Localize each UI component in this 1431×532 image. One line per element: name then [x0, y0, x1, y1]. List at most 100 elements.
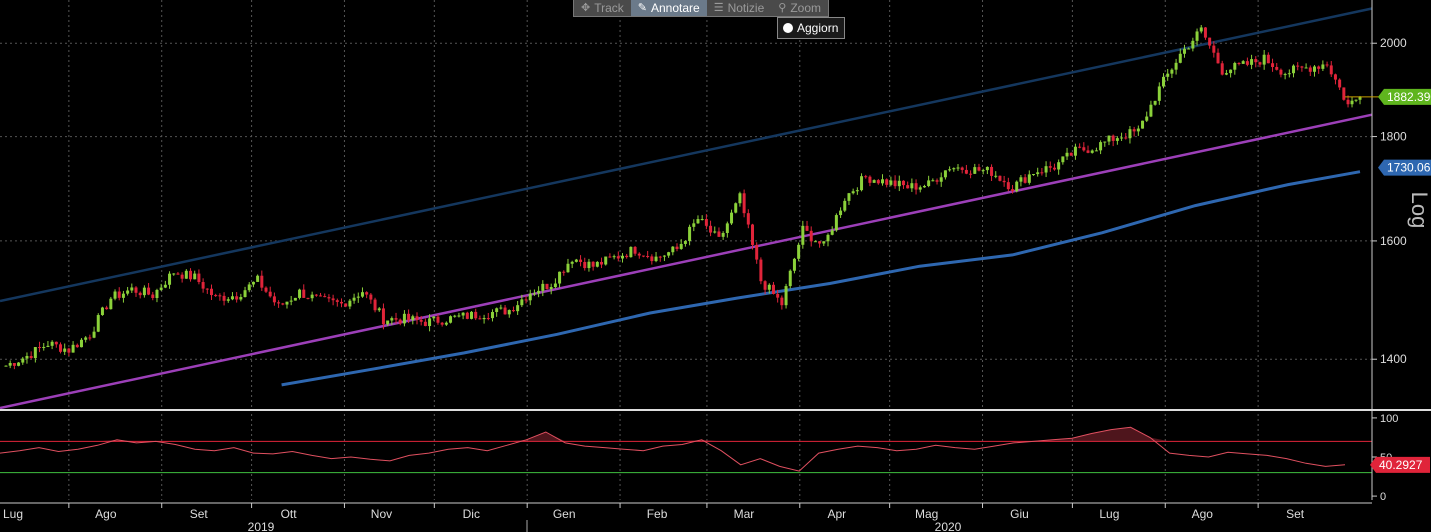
candle-up — [792, 258, 796, 271]
candle-up — [788, 270, 792, 287]
candle-up — [256, 275, 260, 282]
candle-down — [138, 292, 142, 296]
refresh-toggle[interactable]: Aggiorn — [777, 17, 846, 39]
candle-up — [1287, 73, 1291, 75]
candle-down — [1132, 129, 1136, 132]
candle-up — [243, 290, 247, 298]
candle-up — [1065, 152, 1069, 157]
candle-down — [780, 297, 784, 306]
candle-up — [734, 203, 738, 213]
y-tick-label: 1800 — [1380, 130, 1407, 144]
candle-up — [604, 256, 608, 265]
candle-up — [721, 232, 725, 237]
annotate-button[interactable]: ✎ Annotare — [630, 0, 707, 16]
candle-down — [591, 261, 595, 267]
candle-up — [1031, 174, 1035, 176]
candle-up — [193, 273, 197, 280]
candle-up — [1312, 66, 1316, 72]
candle-up — [1145, 116, 1149, 121]
candle-up — [96, 315, 100, 332]
candle-up — [725, 223, 729, 233]
x-month-label: Apr — [827, 507, 846, 521]
candle-up — [1191, 40, 1195, 49]
candle-down — [805, 225, 809, 231]
candle-down — [1296, 65, 1300, 67]
candle-up — [981, 170, 985, 172]
candle-up — [109, 298, 113, 310]
rsi-badge-text: 40.2927 — [1379, 458, 1423, 472]
candle-up — [881, 179, 885, 184]
candle-up — [1128, 129, 1132, 139]
candle-up — [1136, 128, 1140, 132]
candle-down — [998, 175, 1002, 181]
x-year-label: 2019 — [248, 520, 275, 532]
zoom-button[interactable]: ⚲ Zoom — [771, 0, 828, 16]
x-month-label: Ago — [1192, 507, 1214, 521]
candle-up — [1229, 69, 1233, 74]
x-year-label: 2020 — [935, 520, 962, 532]
candle-down — [1342, 87, 1346, 100]
y-tick-label: 1600 — [1380, 234, 1407, 248]
candle-up — [1153, 100, 1157, 105]
candle-down — [755, 244, 759, 260]
candle-down — [277, 302, 281, 304]
candle-down — [340, 301, 344, 304]
candle-down — [281, 303, 285, 305]
candle-down — [990, 166, 994, 176]
candle-down — [436, 316, 440, 323]
pencil-icon: ✎ — [637, 2, 647, 14]
candle-up — [671, 246, 675, 253]
track-button[interactable]: ✥ Track — [574, 0, 631, 16]
candle-up — [184, 270, 188, 279]
candle-down — [365, 292, 369, 295]
candle-down — [1203, 27, 1207, 38]
candle-down — [260, 275, 264, 288]
news-button[interactable]: ☰ Notizie — [707, 0, 772, 16]
candle-down — [1271, 63, 1275, 67]
candle-down — [1124, 137, 1128, 139]
crosshair-icon: ✥ — [581, 2, 591, 14]
track-label: Track — [594, 1, 624, 15]
x-month-label: Lug — [3, 507, 23, 521]
candle-up — [1182, 48, 1186, 54]
candle-down — [415, 316, 419, 320]
candle-up — [662, 255, 666, 257]
candle-up — [1141, 120, 1145, 129]
candle-up — [1044, 166, 1048, 173]
candle-up — [683, 241, 687, 244]
candle-down — [29, 355, 33, 359]
candle-up — [918, 187, 922, 190]
candle-up — [855, 190, 859, 192]
news-icon: ☰ — [713, 2, 724, 14]
candle-up — [155, 289, 159, 298]
candle-down — [12, 363, 16, 366]
candle-down — [1275, 66, 1279, 70]
candle-down — [331, 298, 335, 301]
x-month-label: Giu — [1010, 507, 1029, 521]
candle-up — [738, 193, 742, 204]
candle-up — [226, 299, 230, 301]
candle-down — [864, 176, 868, 178]
candle-up — [679, 243, 683, 249]
candle-down — [147, 287, 151, 295]
candle-up — [931, 180, 935, 182]
candle-up — [298, 289, 302, 298]
moving-average-badge-text: 1730.06 — [1387, 161, 1431, 175]
lower-channel-line — [0, 113, 1373, 410]
candle-down — [205, 288, 209, 290]
candle-down — [633, 246, 637, 254]
candle-down — [641, 255, 645, 257]
candle-up — [100, 307, 104, 316]
candle-up — [994, 175, 998, 177]
candle-up — [851, 191, 855, 194]
candle-down — [75, 344, 79, 348]
candle-down — [419, 319, 423, 322]
candle-down — [650, 256, 654, 262]
refresh-label: Aggiorn — [797, 21, 839, 35]
candle-down — [746, 213, 750, 225]
candle-up — [939, 177, 943, 182]
candle-down — [637, 253, 641, 256]
candle-down — [1216, 52, 1220, 64]
